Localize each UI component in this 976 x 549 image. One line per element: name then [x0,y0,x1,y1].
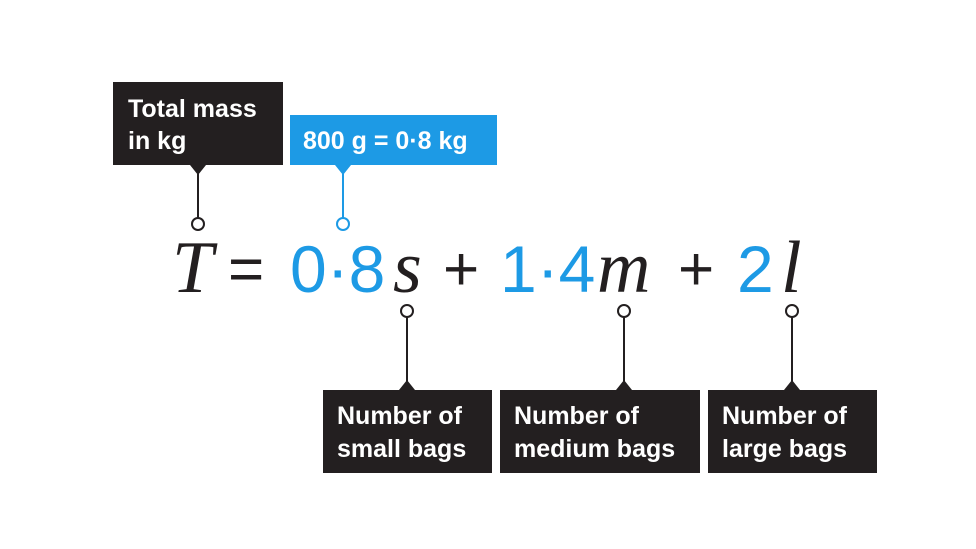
label-text: medium bags [514,435,675,463]
label-text: large bags [722,435,847,463]
callout-box [113,82,283,165]
operator: = [228,235,264,304]
leader-dot [785,304,799,318]
variable: T [172,227,218,309]
leader-dot [617,304,631,318]
variable: s [393,227,422,309]
callout-text: in kg [128,127,186,155]
label-group: Number of large bags [708,304,877,473]
callout-box [290,115,497,165]
operator: + [443,235,479,304]
coefficient: 0·8 [290,232,385,306]
variable: m [597,227,650,309]
label-text: Number of [337,402,463,430]
label-box [500,390,700,473]
callout-text: 800 g = 0·8 kg [303,127,468,155]
label-text: Number of [514,402,640,430]
label-group: Number of small bags [323,304,492,473]
pointer [784,380,800,390]
variable: l [781,227,802,309]
label-box [708,390,877,473]
pointer [399,380,415,390]
label-text: small bags [337,435,466,463]
coefficient: 2 [737,232,774,306]
label-box [323,390,492,473]
callout-text: Total mass [128,95,257,123]
label-group: Number of medium bags [500,304,700,473]
leader-dot [336,217,350,231]
leader-dot [400,304,414,318]
leader-dot [191,217,205,231]
label-text: Number of [722,402,848,430]
operator: + [678,235,714,304]
coefficient: 1·4 [500,232,595,306]
pointer [616,380,632,390]
